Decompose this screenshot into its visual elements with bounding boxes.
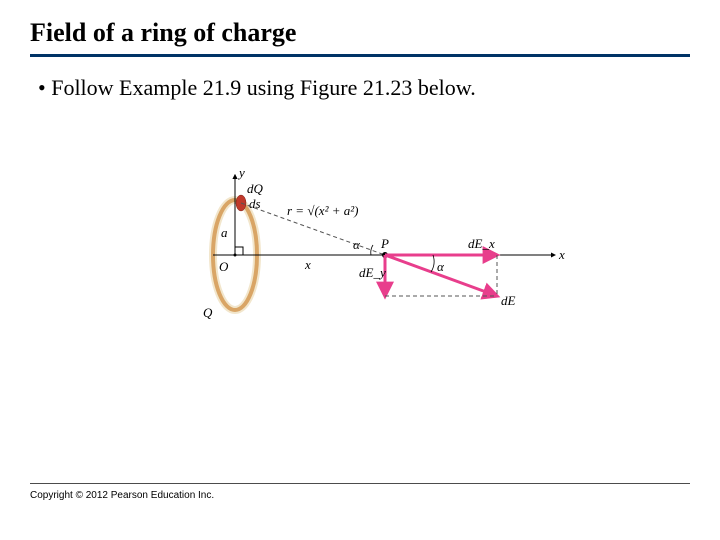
label-P: P xyxy=(380,236,389,251)
label-xseg: x xyxy=(304,257,311,272)
label-dE: dE xyxy=(501,293,516,308)
label-dEx: dE_x xyxy=(468,236,495,251)
label-alpha-left: α xyxy=(353,237,361,252)
label-O: O xyxy=(219,259,229,274)
slide: Field of a ring of charge Follow Example… xyxy=(0,0,720,540)
slide-title: Field of a ring of charge xyxy=(30,18,690,48)
label-dEy: dE_y xyxy=(359,265,386,280)
label-dQ: dQ xyxy=(247,181,264,196)
figure-21-23: y x O Q a dQ ds r = √(x² + a²) x α P dE xyxy=(175,145,575,335)
copyright-text: Copyright © 2012 Pearson Education Inc. xyxy=(30,490,214,501)
bullet-1: Follow Example 21.9 using Figure 21.23 b… xyxy=(38,75,690,101)
footer-rule xyxy=(30,483,690,484)
label-x: x xyxy=(558,247,565,262)
label-a: a xyxy=(221,225,228,240)
alpha-arc-left xyxy=(371,245,373,255)
alpha-arc-right xyxy=(431,255,434,272)
label-y: y xyxy=(237,165,245,180)
label-Q: Q xyxy=(203,305,213,320)
label-r: r = √(x² + a²) xyxy=(287,203,358,218)
label-ds: ds xyxy=(249,196,261,211)
label-alpha-right: α xyxy=(437,259,445,274)
right-angle-mark xyxy=(235,247,243,255)
title-underline xyxy=(30,54,690,57)
